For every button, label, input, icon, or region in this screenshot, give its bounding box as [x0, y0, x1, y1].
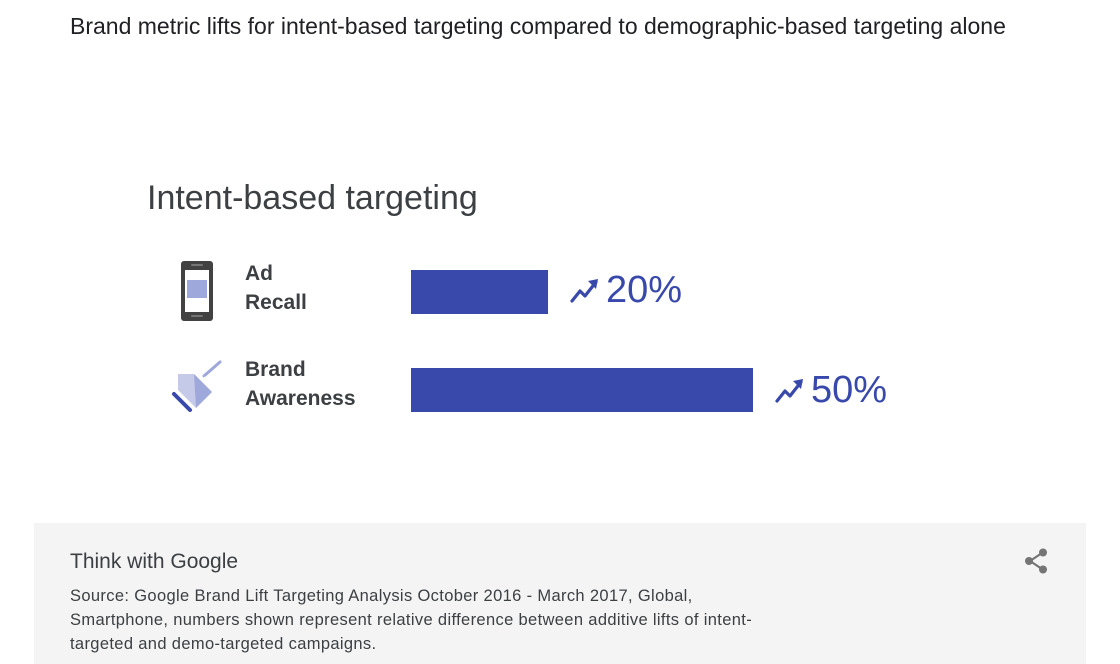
- lift-value-ad-recall: 20%: [570, 268, 682, 312]
- data-label: 20%: [606, 269, 683, 311]
- bar-ad-recall: [411, 270, 548, 314]
- smartphone-icon: [181, 261, 213, 321]
- price-tag-icon: [172, 360, 222, 412]
- bar-label-ad-recall: Ad Recall: [245, 259, 307, 317]
- page-title: Brand metric lifts for intent-based targ…: [70, 13, 1006, 39]
- trending-up-icon: [775, 379, 803, 403]
- brand-name: Think with Google: [70, 550, 239, 573]
- footer: Think with Google Source: Google Brand L…: [34, 523, 1086, 664]
- bar-label-line: Brand: [245, 358, 306, 381]
- bar-label-line: Recall: [245, 291, 307, 314]
- bar-chart: Intent-based targeting Ad Recall 20% Bra…: [147, 179, 887, 413]
- bar-label-line: Awareness: [245, 387, 356, 410]
- share-icon[interactable]: [1022, 547, 1050, 575]
- bar-brand-awareness: [411, 368, 753, 412]
- data-label: 50%: [811, 369, 888, 411]
- chart-title: Intent-based targeting: [147, 179, 478, 217]
- bar-label-line: Ad: [245, 262, 273, 285]
- source-note: Source: Google Brand Lift Targeting Anal…: [70, 587, 753, 653]
- lift-value-brand-awareness: 50%: [775, 368, 887, 412]
- trending-up-icon: [570, 279, 598, 303]
- bar-label-brand-awareness: Brand Awareness: [245, 355, 356, 413]
